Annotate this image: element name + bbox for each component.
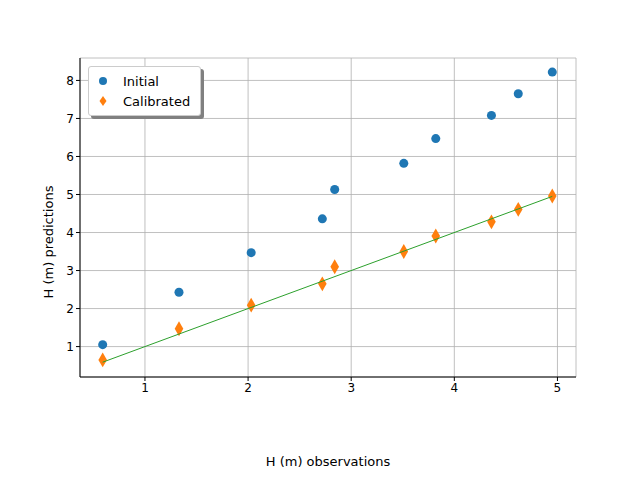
svg-text:4: 4 bbox=[450, 381, 458, 395]
svg-text:3: 3 bbox=[66, 264, 74, 278]
html-text:H (m) predictions: H (m) predictions bbox=[40, 185, 56, 299]
svg-text:4: 4 bbox=[66, 226, 74, 240]
html-text:Initial: Initial bbox=[123, 73, 159, 89]
svg-text:2: 2 bbox=[66, 302, 74, 316]
svg-text:2: 2 bbox=[244, 381, 252, 395]
svg-text:8: 8 bbox=[66, 74, 74, 88]
svg-text:6: 6 bbox=[66, 150, 74, 164]
html-text:H (m) observations: H (m) observations bbox=[265, 454, 391, 469]
svg-text:5: 5 bbox=[66, 188, 74, 202]
svg-text:3: 3 bbox=[347, 381, 355, 395]
svg-text:1: 1 bbox=[66, 340, 74, 354]
html-text:Calibrated: Calibrated bbox=[123, 93, 191, 109]
svg-text:5: 5 bbox=[554, 381, 562, 395]
svg-text:1: 1 bbox=[141, 381, 149, 395]
svg-text:7: 7 bbox=[66, 112, 74, 126]
